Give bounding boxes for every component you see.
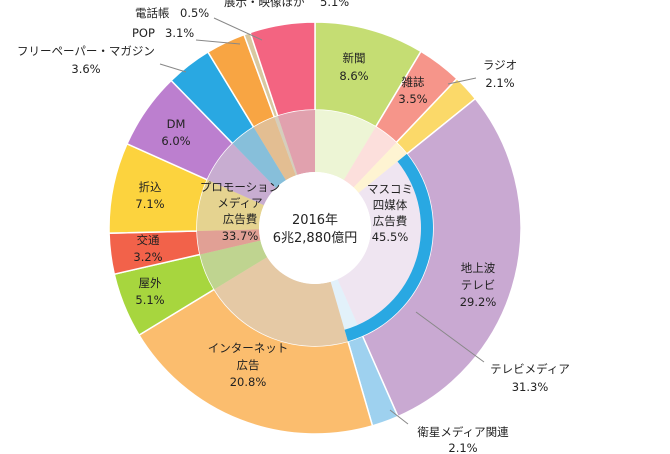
- label-okugai-name: 屋外: [139, 276, 162, 290]
- label-chijo-line2: テレビ: [461, 278, 496, 292]
- label-masukomi: マスコミ 四媒体 広告費 45.5%: [367, 182, 413, 244]
- label-okugai-value: 5.1%: [135, 293, 164, 307]
- inner-slice-12: [274, 116, 298, 176]
- satellite-leader: [389, 409, 409, 425]
- label-zasshi-value: 3.5%: [398, 92, 427, 106]
- label-denwa: 電話帳 0.5%: [135, 6, 209, 20]
- label-shinbun: 新聞 8.6%: [339, 51, 368, 83]
- label-chijo-line1: 地上波: [461, 261, 496, 275]
- label-eisei: 衛星メディア関連 2.1%: [417, 425, 509, 454]
- label-internet-value: 20.8%: [230, 375, 267, 389]
- label-masukomi-value: 45.5%: [372, 230, 409, 244]
- label-internet-line1: インターネット: [208, 341, 289, 355]
- center-total: 6兆2,880億円: [273, 230, 358, 246]
- label-internet-line2: 広告: [237, 358, 260, 372]
- label-tv-media: テレビメディア 31.3%: [490, 362, 570, 394]
- label-tenji-value: 5.1%: [320, 0, 349, 9]
- label-radio-name: ラジオ: [483, 58, 517, 72]
- label-promo-line3: 広告費: [223, 212, 258, 226]
- label-dm: DM 6.0%: [161, 117, 190, 148]
- label-masukomi-line1: マスコミ: [367, 182, 413, 196]
- inner-slice-2: [353, 142, 407, 193]
- inner-slice-6: [200, 240, 268, 290]
- label-radio: ラジオ 2.1%: [483, 58, 517, 90]
- label-zasshi-name: 雑誌: [402, 75, 425, 89]
- label-tenji: 展示・映像ほか 5.1%: [224, 0, 349, 9]
- inner-slice-10: [232, 127, 286, 188]
- label-pop-value: 3.1%: [165, 26, 194, 40]
- pop-leader: [195, 39, 241, 45]
- inner-slice-11: [253, 117, 296, 181]
- label-orikomi: 折込 7.1%: [135, 180, 164, 211]
- label-chijo-tv: 地上波 テレビ 29.2%: [460, 261, 497, 309]
- inner-slice-5: [214, 257, 348, 346]
- label-masukomi-line2: 四媒体: [373, 198, 408, 212]
- label-okugai: 屋外 5.1%: [135, 276, 164, 307]
- label-kotsu-value: 3.2%: [133, 250, 162, 264]
- label-freepaper: フリーペーパー・マガジン 3.6%: [17, 44, 155, 76]
- label-kotsu: 交通 3.2%: [133, 233, 162, 264]
- label-freepaper-name: フリーペーパー・マガジン: [17, 44, 155, 58]
- inner-slice-1: [343, 126, 397, 188]
- inner-slice-9: [207, 143, 276, 206]
- inner-slice-8: [197, 179, 264, 231]
- label-orikomi-name: 折込: [139, 180, 162, 194]
- label-promo: プロモーション メディア 広告費 33.7%: [200, 180, 280, 243]
- inner-slice-4: [330, 279, 363, 342]
- label-promo-line2: メディア: [217, 196, 262, 210]
- label-promo-line1: プロモーション: [200, 180, 280, 194]
- label-internet: インターネット 広告 20.8%: [208, 341, 289, 389]
- label-pop-name: POP: [132, 26, 155, 40]
- label-kotsu-name: 交通: [137, 233, 160, 247]
- label-denwa-name: 電話帳: [135, 6, 170, 20]
- label-eisei-name: 衛星メディア関連: [417, 425, 509, 439]
- label-pop: POP 3.1%: [132, 26, 194, 40]
- tv-media-band: [344, 153, 433, 342]
- label-dm-name: DM: [167, 117, 186, 131]
- center-year: 2016年: [292, 213, 338, 228]
- label-tv-media-value: 31.3%: [512, 380, 549, 394]
- tv-media-leader: [415, 311, 485, 363]
- label-orikomi-value: 7.1%: [135, 197, 164, 211]
- label-dm-value: 6.0%: [161, 134, 190, 148]
- label-promo-value: 33.7%: [222, 229, 259, 243]
- label-tv-media-name: テレビメディア: [490, 362, 570, 376]
- label-denwa-value: 0.5%: [180, 6, 209, 20]
- inner-slice-13: [277, 110, 315, 175]
- label-chijo-value: 29.2%: [460, 295, 497, 309]
- label-zasshi: 雑誌 3.5%: [398, 75, 427, 106]
- inner-slice-7: [197, 229, 261, 255]
- denwa-leader: [213, 17, 263, 41]
- label-shinbun-name: 新聞: [343, 51, 366, 65]
- label-masukomi-line3: 広告費: [373, 214, 408, 228]
- label-freepaper-value: 3.6%: [71, 62, 100, 76]
- label-radio-value: 2.1%: [485, 76, 514, 90]
- radio-leader: [447, 77, 477, 85]
- label-eisei-value: 2.1%: [448, 441, 477, 454]
- promo-inner-shade: [196, 110, 348, 347]
- tv-media-band-arc: [344, 153, 433, 342]
- label-shinbun-value: 8.6%: [339, 69, 368, 83]
- freepaper-leader: [159, 63, 187, 73]
- label-tenji-name: 展示・映像ほか: [224, 0, 305, 9]
- inner-slice-0: [315, 110, 376, 180]
- center-hole: [259, 172, 371, 284]
